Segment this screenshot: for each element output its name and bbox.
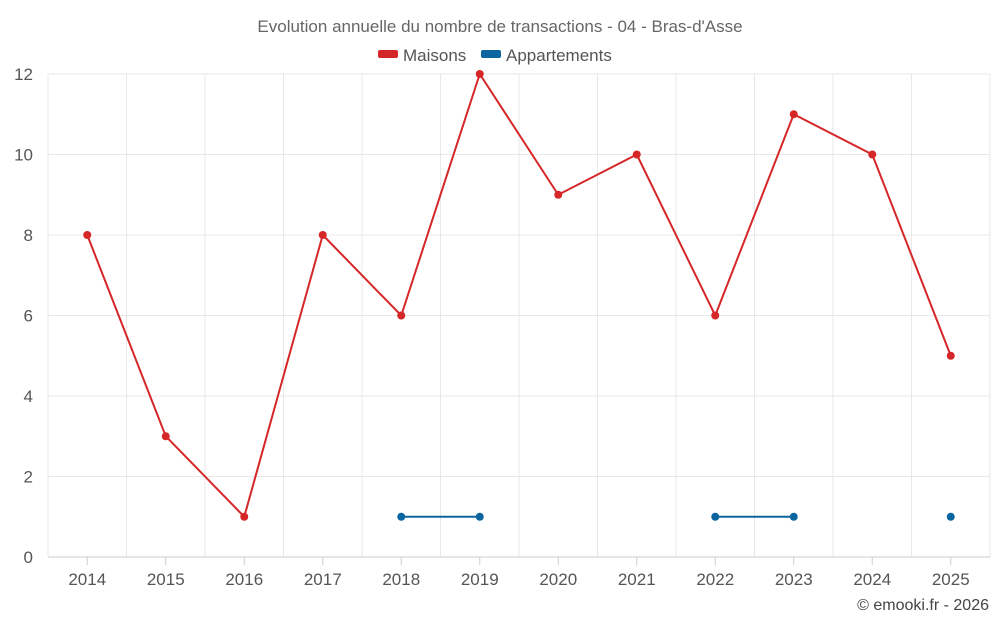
x-tick-label: 2025 bbox=[932, 570, 970, 589]
x-tick-label: 2014 bbox=[68, 570, 106, 589]
y-tick-label: 6 bbox=[24, 307, 33, 326]
chart-title: Evolution annuelle du nombre de transact… bbox=[257, 17, 742, 36]
data-point[interactable] bbox=[632, 150, 641, 159]
credit-text: © emooki.fr - 2026 bbox=[857, 597, 989, 614]
data-point[interactable] bbox=[946, 512, 955, 521]
data-point[interactable] bbox=[475, 512, 484, 521]
grid bbox=[47, 73, 991, 557]
data-point[interactable] bbox=[318, 231, 327, 239]
legend-item-maisons[interactable]: Maisons bbox=[378, 46, 466, 65]
data-point[interactable] bbox=[83, 231, 92, 239]
data-point[interactable] bbox=[475, 70, 484, 78]
x-axis-ticks: 2014 2015 2016 2017 2018 2019 2020 2021 2022 2023… bbox=[68, 557, 970, 589]
x-tick-label: 2023 bbox=[775, 570, 813, 589]
x-tick-label: 2022 bbox=[696, 570, 734, 589]
legend-label-maisons: Maisons bbox=[403, 46, 466, 65]
data-point[interactable] bbox=[240, 512, 249, 521]
data-point[interactable] bbox=[711, 512, 720, 521]
legend-label-appartements: Appartements bbox=[506, 46, 612, 65]
x-tick-label: 2019 bbox=[461, 570, 499, 589]
y-tick-label: 10 bbox=[14, 146, 33, 165]
y-axis-ticks: 0 2 4 6 8 10 12 bbox=[14, 65, 33, 567]
series bbox=[83, 70, 955, 521]
x-tick-label: 2021 bbox=[618, 570, 656, 589]
y-tick-label: 0 bbox=[24, 548, 33, 567]
data-point[interactable] bbox=[946, 351, 955, 360]
data-point[interactable] bbox=[789, 110, 798, 119]
legend-item-appartements[interactable]: Appartements bbox=[481, 46, 612, 65]
legend-swatch-appartements bbox=[481, 50, 501, 58]
x-tick-label: 2024 bbox=[853, 570, 891, 589]
legend-swatch-maisons bbox=[378, 50, 398, 58]
x-tick-label: 2015 bbox=[147, 570, 185, 589]
x-tick-label: 2020 bbox=[539, 570, 577, 589]
series-maisons bbox=[83, 70, 955, 521]
series-line bbox=[86, 71, 952, 519]
data-point[interactable] bbox=[868, 150, 877, 159]
data-point[interactable] bbox=[397, 311, 406, 320]
data-point[interactable] bbox=[554, 190, 563, 199]
data-point[interactable] bbox=[397, 512, 406, 521]
y-tick-label: 8 bbox=[24, 226, 33, 245]
data-point[interactable] bbox=[789, 512, 798, 521]
x-tick-label: 2016 bbox=[225, 570, 263, 589]
x-tick-label: 2017 bbox=[304, 570, 342, 589]
series-appartements bbox=[397, 512, 955, 521]
data-point[interactable] bbox=[161, 432, 170, 441]
y-tick-label: 12 bbox=[14, 65, 33, 84]
x-tick-label: 2018 bbox=[382, 570, 420, 589]
y-tick-label: 4 bbox=[24, 387, 33, 406]
y-tick-label: 2 bbox=[24, 468, 33, 487]
data-point[interactable] bbox=[711, 311, 720, 320]
legend: Maisons Appartements bbox=[378, 46, 612, 65]
